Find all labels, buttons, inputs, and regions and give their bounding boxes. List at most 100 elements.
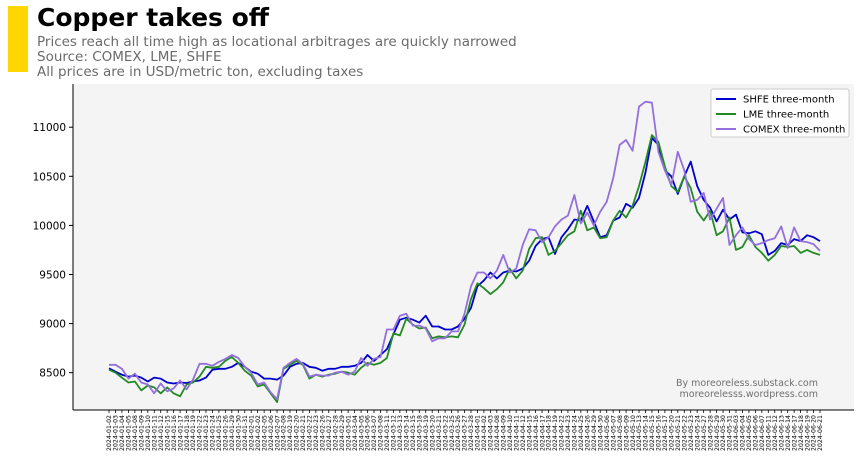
x-tick-label: 2024-04-11 [513, 415, 520, 451]
x-tick-label: 2024-02-06 [268, 415, 275, 451]
x-tick-label: 2024-04-01 [475, 415, 482, 451]
x-tick-label: 2024-06-07 [759, 415, 766, 451]
y-tick-label: 10500 [33, 171, 66, 183]
x-tick-label: 2024-05-15 [649, 415, 656, 451]
x-tick-label: 2024-04-19 [552, 415, 559, 451]
x-tick-label: 2024-05-06 [604, 415, 611, 451]
x-tick-label: 2024-06-14 [785, 415, 792, 451]
x-tick-label: 2024-02-26 [320, 415, 327, 451]
x-tick-label: 2024-06-03 [733, 415, 740, 451]
x-tick-label: 2024-06-11 [765, 415, 772, 451]
x-tick-label: 2024-06-17 [791, 415, 798, 451]
x-tick-label: 2024-01-02 [106, 415, 113, 451]
chart-title: Copper takes off [37, 3, 270, 32]
x-tick-label: 2024-06-04 [740, 415, 747, 451]
x-tick-label: 2024-05-07 [610, 415, 617, 451]
x-tick-label: 2024-04-24 [572, 415, 579, 451]
x-tick-label: 2024-03-07 [371, 415, 378, 451]
x-tick-label: 2024-02-21 [300, 415, 307, 451]
x-tick-label: 2024-03-21 [436, 415, 443, 451]
x-tick-label: 2024-01-22 [197, 415, 204, 451]
x-tick-label: 2024-01-04 [119, 415, 126, 451]
x-tick-label: 2024-02-20 [294, 415, 301, 451]
x-tick-label: 2024-02-23 [313, 415, 320, 451]
x-tick-label: 2024-04-03 [488, 415, 495, 451]
x-tick-label: 2024-06-19 [804, 415, 811, 451]
x-tick-label: 2024-01-09 [139, 415, 146, 451]
x-tick-label: 2024-01-30 [235, 415, 242, 451]
x-tick-label: 2024-04-02 [481, 415, 488, 451]
y-tick-label: 9500 [39, 269, 66, 281]
x-tick-label: 2024-01-26 [223, 415, 230, 451]
x-tick-label: 2024-04-12 [520, 415, 527, 451]
x-tick-label: 2024-01-25 [216, 415, 223, 451]
chart-subtitle: Prices reach all time high as locational… [37, 34, 517, 50]
x-tick-label: 2024-03-11 [384, 415, 391, 451]
credit-line-2: moreorelesss.wordpress.com [680, 389, 818, 400]
x-tick-label: 2024-03-26 [455, 415, 462, 451]
x-tick-label: 2024-03-22 [442, 415, 449, 451]
x-tick-label: 2024-05-10 [630, 415, 637, 451]
x-tick-label: 2024-03-15 [410, 415, 417, 451]
x-tick-label: 2024-05-08 [617, 415, 624, 451]
x-tick-label: 2024-03-04 [352, 415, 359, 451]
y-axis-ticks: 8500 9000 9500 10000 10500 11000 [33, 122, 73, 380]
x-tick-label: 2024-04-17 [539, 415, 546, 451]
credit-line-1: By moreoreless.substack.com [676, 378, 818, 389]
x-tick-label: 2024-02-22 [307, 415, 314, 451]
x-tick-label: 2024-01-08 [132, 415, 139, 451]
title-accent-bar [8, 6, 28, 72]
x-tick-label: 2024-04-10 [507, 415, 514, 451]
x-tick-label: 2024-04-22 [559, 415, 566, 451]
x-tick-label: 2024-01-17 [177, 415, 184, 451]
x-tick-label: 2024-03-18 [416, 415, 423, 451]
x-tick-label: 2024-03-14 [404, 415, 411, 451]
x-tick-label: 2024-05-24 [694, 415, 701, 451]
y-tick-label: 11000 [33, 122, 66, 134]
x-tick-label: 2024-03-06 [365, 415, 372, 451]
x-tick-label: 2024-04-23 [565, 415, 572, 451]
y-tick-label: 8500 [39, 368, 66, 380]
x-tick-label: 2024-01-16 [171, 415, 178, 451]
legend-label: COMEX three-month [743, 125, 845, 136]
x-tick-label: 2024-06-18 [798, 415, 805, 451]
x-tick-label: 2024-02-08 [281, 415, 288, 451]
chart-units-note: All prices are in USD/metric ton, exclud… [37, 64, 364, 80]
x-tick-label: 2024-02-02 [255, 415, 262, 451]
x-tick-label: 2024-05-30 [720, 415, 727, 451]
x-tick-label: 2024-02-07 [274, 415, 281, 451]
x-tick-label: 2024-04-29 [591, 415, 598, 451]
x-tick-label: 2024-03-08 [378, 415, 385, 451]
x-tick-label: 2024-03-20 [429, 415, 436, 451]
plot-area [73, 84, 854, 410]
series-line-3 [109, 100, 821, 401]
x-tick-label: 2024-04-15 [526, 415, 533, 451]
x-tick-label: 2024-01-05 [126, 415, 133, 451]
x-tick-label: 2024-06-20 [811, 415, 818, 451]
x-tick-label: 2024-01-15 [164, 415, 171, 451]
chart-source: Source: COMEX, LME, SHFE [37, 49, 222, 65]
x-tick-label: 2024-05-20 [669, 415, 676, 451]
x-tick-label: 2024-02-28 [332, 415, 339, 451]
x-tick-label: 2024-03-19 [423, 415, 430, 451]
x-tick-label: 2024-03-05 [358, 415, 365, 451]
x-tick-label: 2024-05-21 [675, 415, 682, 451]
x-tick-label: 2024-05-23 [688, 415, 695, 451]
x-tick-label: 2024-02-01 [248, 415, 255, 451]
x-tick-label: 2024-02-27 [326, 415, 333, 451]
series-line-2 [108, 134, 821, 404]
x-axis-ticks: 2024-01-02 2024-01-03 2024-01-04 2024-01-05… [106, 410, 824, 451]
x-tick-label: 2024-01-18 [184, 415, 191, 451]
x-tick-label: 2024-04-16 [533, 415, 540, 451]
x-tick-label: 2024-03-12 [391, 415, 398, 451]
x-tick-label: 2024-01-19 [190, 415, 197, 451]
x-tick-label: 2024-01-11 [151, 415, 158, 451]
x-tick-label: 2024-04-25 [578, 415, 585, 451]
legend-box [710, 88, 850, 138]
x-tick-label: 2024-06-13 [778, 415, 785, 451]
x-tick-label: 2024-05-27 [701, 415, 708, 451]
x-tick-label: 2024-02-29 [339, 415, 346, 451]
y-tick-label: 10000 [33, 220, 66, 232]
x-tick-label: 2024-01-24 [210, 415, 217, 451]
